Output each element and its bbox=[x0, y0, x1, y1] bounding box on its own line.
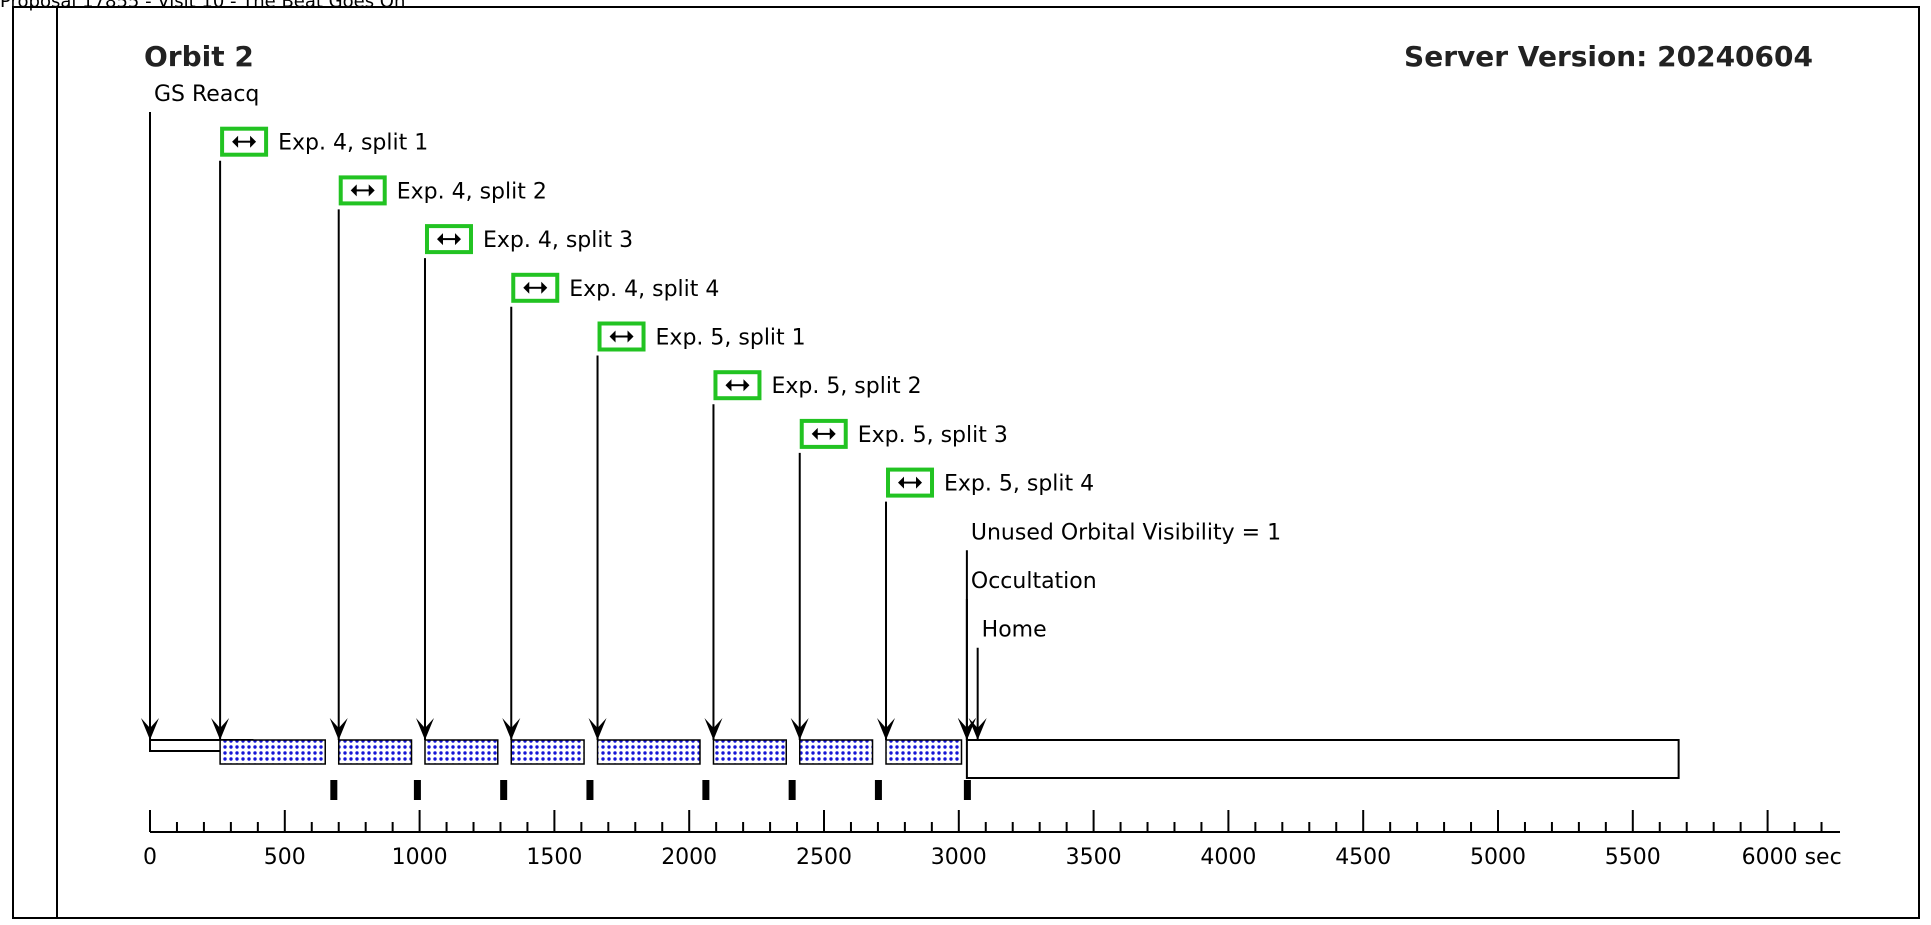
axis-tick-label: 5500 bbox=[1605, 845, 1661, 870]
event-marker: GS Reacq bbox=[141, 82, 259, 740]
frame-divider bbox=[56, 6, 58, 919]
expand-icon[interactable] bbox=[799, 418, 848, 449]
axis-tick-label: 6000 sec bbox=[1742, 845, 1842, 870]
event-label: GS Reacq bbox=[154, 82, 259, 107]
double-arrow-icon bbox=[436, 233, 461, 246]
axis-tick-label: 5000 bbox=[1470, 845, 1526, 870]
expand-icon[interactable] bbox=[886, 467, 935, 498]
readout-marker bbox=[413, 780, 421, 800]
server-version: Server Version: 20240604 bbox=[1404, 40, 1813, 73]
double-arrow-icon bbox=[523, 281, 548, 294]
axis-tick-label: 3000 bbox=[931, 845, 987, 870]
double-arrow-icon bbox=[609, 330, 634, 343]
event-marker: Exp. 4, split 4 bbox=[502, 272, 719, 740]
exposure-block bbox=[337, 739, 413, 765]
expand-icon[interactable] bbox=[511, 272, 560, 303]
exposure-block bbox=[219, 739, 326, 765]
occultation-bar bbox=[965, 739, 1680, 779]
event-label: Exp. 5, split 1 bbox=[656, 326, 806, 351]
event-marker: Exp. 5, split 1 bbox=[588, 321, 806, 740]
double-arrow-icon bbox=[898, 476, 923, 489]
event-marker: Exp. 4, split 1 bbox=[211, 126, 428, 740]
event-label: Unused Orbital Visibility = 1 bbox=[971, 520, 1281, 545]
arrow-head bbox=[211, 718, 230, 740]
exposure-block bbox=[510, 739, 585, 765]
timeline-frame bbox=[12, 6, 1920, 919]
double-arrow-icon bbox=[232, 135, 257, 148]
event-label: Home bbox=[982, 618, 1047, 643]
axis-tick-label: 0 bbox=[143, 845, 157, 870]
event-label: Exp. 5, split 3 bbox=[858, 423, 1008, 448]
readout-marker bbox=[586, 780, 594, 800]
event-marker: Home bbox=[968, 618, 1047, 740]
exposure-block bbox=[596, 739, 701, 765]
exposure-block bbox=[885, 739, 963, 765]
event-label: Exp. 5, split 4 bbox=[944, 472, 1094, 497]
event-marker: Exp. 4, split 3 bbox=[415, 224, 633, 740]
expand-icon[interactable] bbox=[424, 224, 473, 255]
double-arrow-icon bbox=[811, 427, 836, 440]
axis-tick-label: 2500 bbox=[796, 845, 852, 870]
event-label: Exp. 4, split 4 bbox=[569, 277, 719, 302]
arrow-head bbox=[877, 718, 896, 740]
event-marker: Exp. 4, split 2 bbox=[329, 175, 547, 740]
arrow-head bbox=[329, 718, 348, 740]
double-arrow-icon bbox=[725, 379, 750, 392]
axis-tick-label: 4500 bbox=[1335, 845, 1391, 870]
event-marker: Exp. 5, split 3 bbox=[790, 418, 1008, 740]
event-label: Exp. 4, split 3 bbox=[483, 228, 633, 253]
readout-marker bbox=[330, 780, 338, 800]
exposure-block bbox=[798, 739, 874, 765]
event-marker: Exp. 5, split 2 bbox=[704, 370, 922, 740]
readout-marker bbox=[500, 780, 508, 800]
orbit-title: Orbit 2 bbox=[144, 40, 254, 73]
arrow-head bbox=[588, 718, 607, 740]
expand-icon[interactable] bbox=[597, 321, 646, 352]
expand-icon-border[interactable] bbox=[799, 418, 848, 449]
expand-icon[interactable] bbox=[220, 126, 269, 157]
readout-marker bbox=[963, 780, 971, 800]
event-label: Exp. 4, split 1 bbox=[278, 131, 428, 156]
axis-tick-label: 2000 bbox=[661, 845, 717, 870]
event-marker: Exp. 5, split 4 bbox=[877, 467, 1094, 740]
double-arrow-icon bbox=[350, 184, 375, 197]
arrow-head bbox=[704, 718, 723, 740]
readout-marker bbox=[702, 780, 710, 800]
expand-icon[interactable] bbox=[338, 175, 387, 206]
axis-tick-label: 500 bbox=[264, 845, 306, 870]
event-marker: Occultation bbox=[957, 569, 1097, 740]
axis-tick-label: 3500 bbox=[1066, 845, 1122, 870]
axis-tick-label: 1000 bbox=[392, 845, 448, 870]
arrow-head bbox=[790, 718, 809, 740]
event-label: Occultation bbox=[971, 569, 1097, 594]
axis-tick-label: 4000 bbox=[1200, 845, 1256, 870]
expand-icon[interactable] bbox=[713, 370, 762, 401]
arrow-head bbox=[968, 718, 987, 740]
event-label: Exp. 4, split 2 bbox=[397, 179, 547, 204]
exposure-block bbox=[424, 739, 499, 765]
event-label: Exp. 5, split 2 bbox=[771, 374, 921, 399]
readout-marker bbox=[788, 780, 796, 800]
arrow-head bbox=[415, 718, 434, 740]
axis-tick-label: 1500 bbox=[526, 845, 582, 870]
readout-marker bbox=[874, 780, 882, 800]
arrow-head bbox=[502, 718, 521, 740]
exposure-block bbox=[712, 739, 788, 765]
arrow-head bbox=[141, 718, 159, 740]
